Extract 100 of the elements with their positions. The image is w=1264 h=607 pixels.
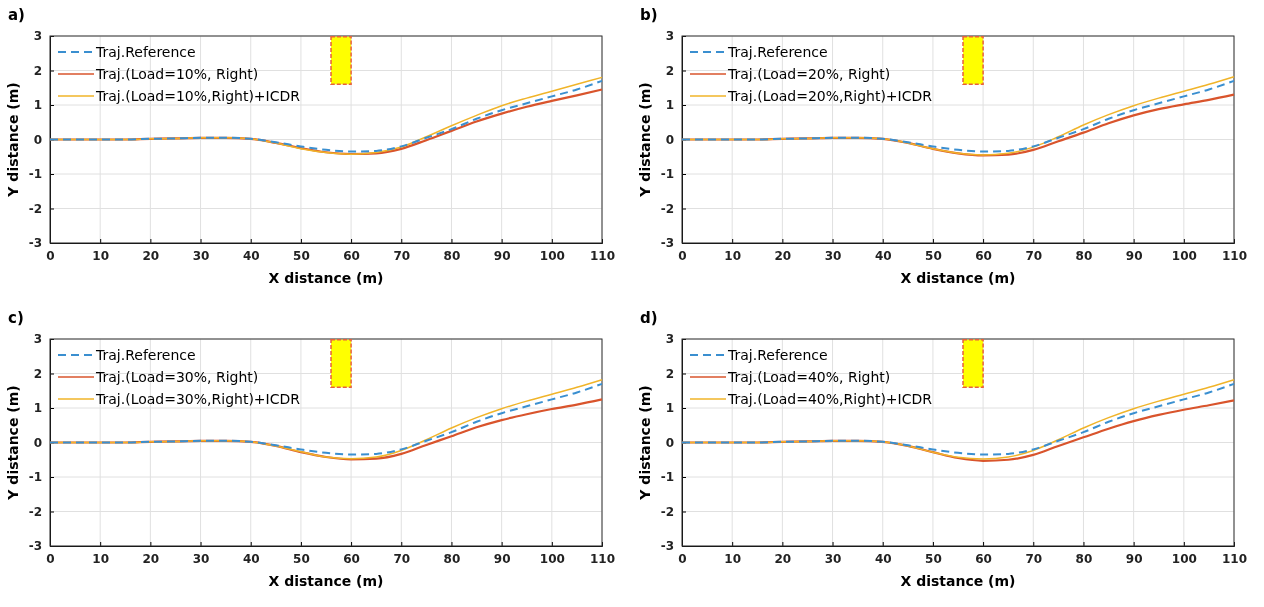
x-axis-title: X distance (m) — [900, 270, 1016, 286]
chart-title: c) — [8, 309, 24, 327]
x-tick-label: 20 — [774, 249, 792, 264]
x-tick-label: 40 — [874, 249, 892, 264]
x-tick-label: 60 — [975, 552, 992, 567]
x-axis-title: X distance (m) — [900, 573, 1016, 589]
legend-label: Traj.Reference — [727, 347, 828, 363]
x-tick-label: 70 — [1025, 552, 1043, 567]
y-axis-title: Y distance (m) — [5, 385, 21, 501]
x-tick-label: 110 — [589, 552, 616, 567]
legend-label: Traj.Reference — [95, 347, 196, 363]
x-tick-label: 110 — [1221, 552, 1248, 567]
x-tick-label: 90 — [493, 249, 511, 264]
y-tick-label: 3 — [33, 332, 43, 347]
y-tick-label: 0 — [665, 132, 675, 147]
y-tick-label: 1 — [665, 98, 675, 113]
x-axis-title: X distance (m) — [268, 270, 384, 286]
x-tick-label: 10 — [92, 249, 110, 264]
x-tick-label: 80 — [443, 249, 461, 264]
x-tick-label: 80 — [443, 552, 461, 567]
x-tick-label: 30 — [824, 249, 842, 264]
x-tick-label: 0 — [46, 552, 55, 567]
y-tick-label: 0 — [33, 132, 43, 147]
x-tick-label: 100 — [1171, 249, 1197, 264]
x-tick-label: 0 — [46, 249, 55, 264]
legend-label: Traj.(Load=10%, Right) — [95, 66, 259, 82]
y-tick-label: -1 — [28, 167, 43, 182]
x-tick-label: 60 — [343, 552, 360, 567]
x-tick-label: 30 — [824, 552, 842, 567]
legend-label: Traj.Reference — [727, 44, 828, 60]
legend-label: Traj.(Load=30%,Right)+ICDR — [95, 391, 301, 407]
x-tick-label: 60 — [343, 249, 360, 264]
y-tick-label: 0 — [33, 435, 43, 450]
y-tick-label: -2 — [28, 504, 43, 519]
x-tick-label: 10 — [92, 552, 110, 567]
y-tick-label: -1 — [28, 470, 43, 485]
y-tick-label: 2 — [665, 63, 675, 78]
chart-title: d) — [640, 309, 658, 327]
x-tick-label: 110 — [1221, 249, 1248, 264]
x-tick-label: 40 — [874, 552, 892, 567]
y-tick-label: 3 — [665, 332, 675, 347]
y-tick-label: 2 — [33, 366, 43, 381]
x-tick-label: 20 — [774, 552, 792, 567]
y-tick-label: 1 — [665, 401, 675, 416]
x-tick-label: 100 — [539, 249, 565, 264]
x-tick-label: 80 — [1075, 249, 1093, 264]
x-tick-label: 50 — [293, 552, 310, 567]
y-tick-label: -3 — [660, 236, 675, 251]
y-tick-label: -2 — [660, 201, 675, 216]
x-tick-label: 50 — [293, 249, 310, 264]
y-axis-title: Y distance (m) — [637, 385, 653, 501]
y-tick-label: 2 — [33, 63, 43, 78]
y-tick-label: -2 — [660, 504, 675, 519]
x-tick-label: 10 — [724, 552, 742, 567]
y-tick-label: -1 — [660, 167, 675, 182]
legend-label: Traj.(Load=20%, Right) — [727, 66, 891, 82]
y-tick-label: -1 — [660, 470, 675, 485]
x-tick-label: 10 — [724, 249, 742, 264]
x-tick-label: 30 — [192, 249, 210, 264]
y-tick-label: 3 — [665, 29, 675, 44]
x-tick-label: 80 — [1075, 552, 1093, 567]
y-tick-label: 3 — [33, 29, 43, 44]
x-axis-title: X distance (m) — [268, 573, 384, 589]
x-tick-label: 90 — [1125, 249, 1143, 264]
x-tick-label: 30 — [192, 552, 210, 567]
y-tick-label: -2 — [28, 201, 43, 216]
x-tick-label: 110 — [589, 249, 616, 264]
legend-label: Traj.Reference — [95, 44, 196, 60]
legend-label: Traj.(Load=40%,Right)+ICDR — [727, 391, 933, 407]
x-tick-label: 60 — [975, 249, 992, 264]
x-tick-label: 0 — [678, 552, 687, 567]
x-tick-label: 90 — [1125, 552, 1143, 567]
x-tick-label: 100 — [1171, 552, 1197, 567]
y-tick-label: 1 — [33, 98, 43, 113]
legend-label: Traj.(Load=10%,Right)+ICDR — [95, 88, 301, 104]
x-tick-label: 70 — [393, 552, 411, 567]
x-tick-label: 90 — [493, 552, 511, 567]
y-tick-label: 1 — [33, 401, 43, 416]
x-tick-label: 20 — [142, 552, 160, 567]
x-tick-label: 0 — [678, 249, 687, 264]
y-axis-title: Y distance (m) — [5, 82, 21, 198]
y-tick-label: 0 — [665, 435, 675, 450]
x-tick-label: 40 — [242, 552, 260, 567]
legend-label: Traj.(Load=30%, Right) — [95, 369, 259, 385]
chart-title: a) — [8, 6, 25, 24]
y-tick-label: -3 — [28, 236, 43, 251]
y-tick-label: 2 — [665, 366, 675, 381]
x-tick-label: 20 — [142, 249, 160, 264]
legend-label: Traj.(Load=20%,Right)+ICDR — [727, 88, 933, 104]
x-tick-label: 50 — [925, 552, 942, 567]
chart-title: b) — [640, 6, 658, 24]
legend-label: Traj.(Load=40%, Right) — [727, 369, 891, 385]
x-tick-label: 40 — [242, 249, 260, 264]
x-tick-label: 50 — [925, 249, 942, 264]
x-tick-label: 100 — [539, 552, 565, 567]
x-tick-label: 70 — [393, 249, 411, 264]
y-axis-title: Y distance (m) — [637, 82, 653, 198]
y-tick-label: -3 — [660, 539, 675, 554]
y-tick-label: -3 — [28, 539, 43, 554]
x-tick-label: 70 — [1025, 249, 1043, 264]
